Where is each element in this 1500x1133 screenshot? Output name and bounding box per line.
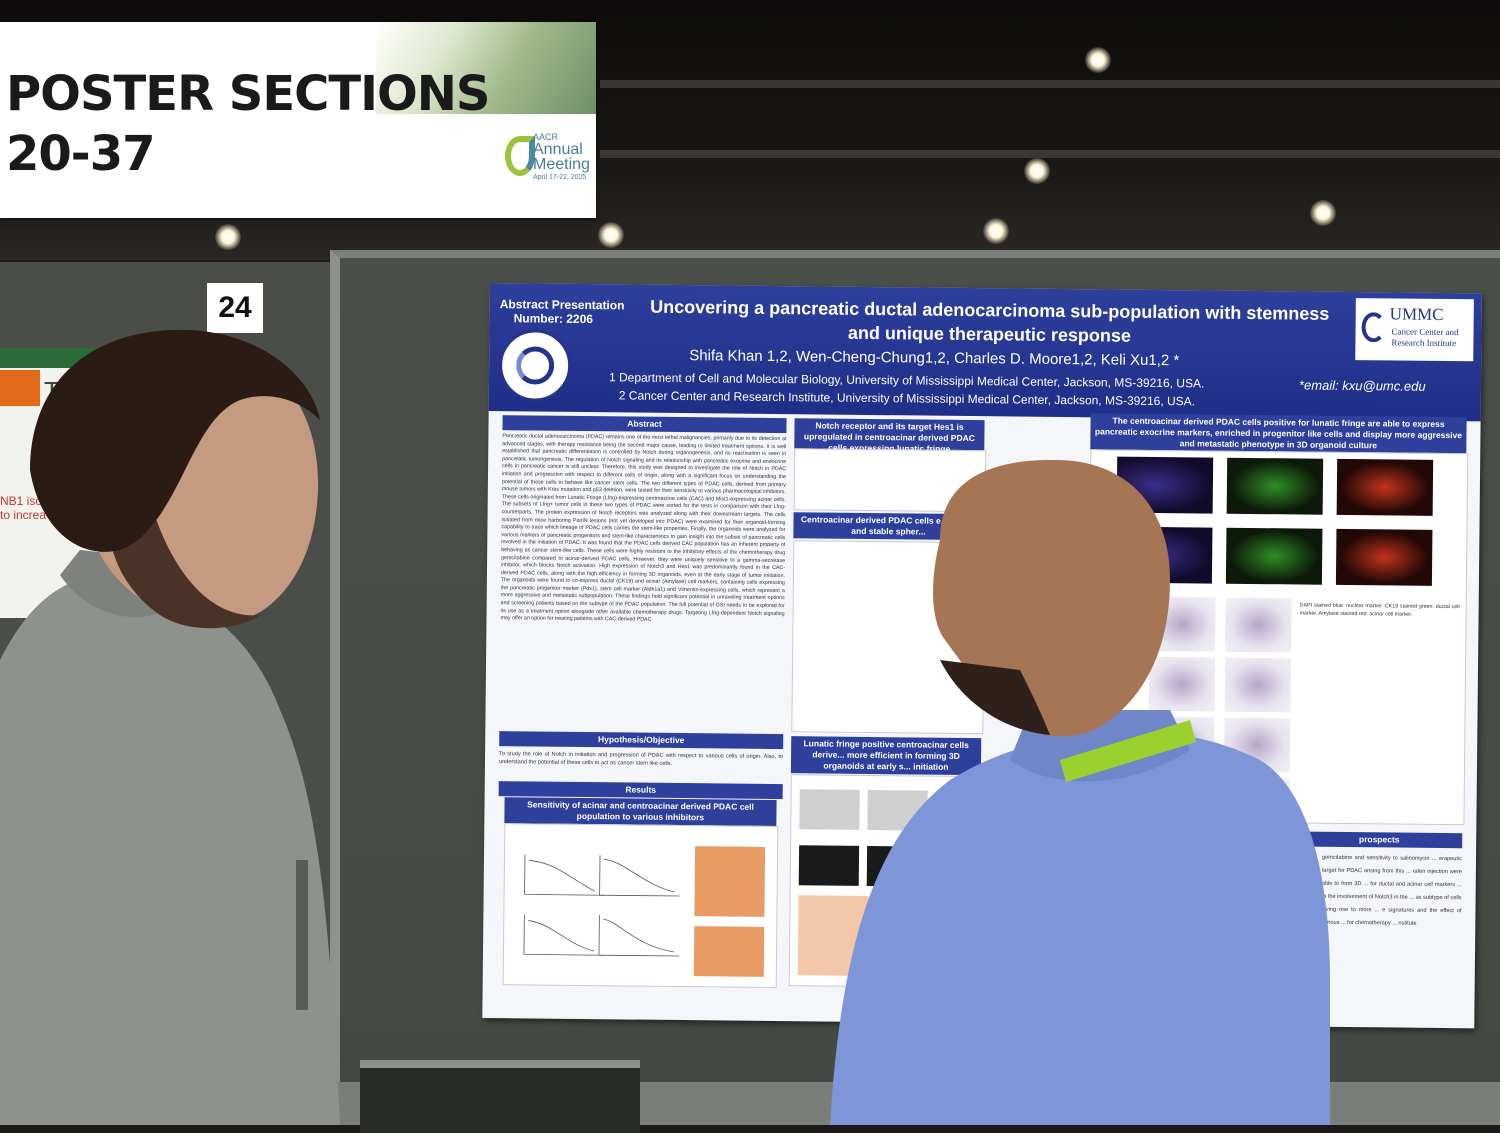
- affiliation-1: 1 Department of Cell and Molecular Biolo…: [608, 370, 1205, 391]
- poster-sections-banner: POSTER SECTIONS 20-37 AACR Annual Meetin…: [0, 22, 596, 218]
- dose-response-figure: [502, 823, 779, 989]
- contact-email: *email: kxu@umc.edu: [1298, 377, 1426, 394]
- abstract-heading: Abstract: [502, 415, 787, 434]
- aacr-logo-line2: Meeting: [533, 156, 590, 173]
- ummc-mark-icon: [1361, 312, 1386, 343]
- banner-photo: [376, 22, 596, 114]
- board-number: 24: [207, 283, 263, 333]
- poster-header: Abstract Presentation Number: 2206 Uncov…: [488, 283, 1482, 422]
- research-poster: Abstract Presentation Number: 2206 Uncov…: [482, 283, 1482, 1029]
- abstract-number: Number: 2206: [513, 311, 594, 327]
- aacr-logo-title: Annual Meeting: [533, 141, 590, 173]
- ceiling-light: [1310, 200, 1336, 226]
- micrograph: [1335, 528, 1433, 586]
- poster-authors: Shifa Khan 1,2, Wen-Cheng-Chung1,2, Char…: [689, 347, 1180, 370]
- ceiling-light: [598, 222, 624, 248]
- exocrine-markers-heading: The centroacinar derived PDAC cells posi…: [1090, 413, 1467, 455]
- curly-hair: [30, 330, 320, 552]
- beard: [110, 500, 260, 629]
- ceiling-light: [215, 224, 241, 250]
- aacr-logo-line1: Annual: [533, 141, 583, 158]
- results-heading: Results: [498, 781, 783, 800]
- neighbor-poster-band: [0, 348, 100, 368]
- ummc-logo: UMMC Cancer Center and Research Institut…: [1355, 298, 1474, 362]
- attendee-left: [0, 330, 340, 1125]
- aacr-swirl-icon: [505, 136, 535, 176]
- aacr-annual-meeting-logo: AACR Annual Meeting April 17-22, 2025: [505, 130, 593, 202]
- hypothesis-text: To study the role of Notch in initiation…: [498, 751, 784, 767]
- ummc-logo-text: UMMC: [1389, 304, 1444, 324]
- gray-polo-shirt: [0, 576, 340, 1125]
- ceiling-light: [1024, 158, 1050, 184]
- lanyard: [296, 860, 308, 1010]
- ummc-logo-sub2: Research Institute: [1391, 337, 1457, 349]
- ceiling-light: [1085, 47, 1111, 73]
- chair: [360, 1060, 640, 1133]
- sensitivity-heading: Sensitivity of acinar and centroacinar d…: [504, 797, 777, 827]
- affiliation-2: 2 Cancer Center and Research Institute, …: [618, 388, 1196, 409]
- neighbor-poster-logo: [0, 370, 40, 406]
- micrograph: [1336, 458, 1434, 516]
- banner-range: 20-37: [6, 126, 156, 182]
- ceiling-truss: [600, 80, 1500, 88]
- neighbor-poster-heading: NB1 isol to increa: [0, 494, 46, 522]
- ummc-logo-sub1: Cancer Center and: [1391, 326, 1459, 338]
- banner-title: POSTER SECTIONS: [6, 66, 490, 122]
- abstract-presentation: Abstract Presentation Number: 2206: [500, 297, 625, 326]
- neighbor-poster-text: NB1 isol: [0, 494, 45, 508]
- abstract-text: Pancreatic ductal adenocarcinoma (PDAC) …: [500, 433, 787, 623]
- neighbor-poster-text: to increa: [0, 508, 47, 522]
- blue-dress-shirt: [830, 731, 1330, 1125]
- lanyard: [1060, 720, 1196, 782]
- ceiling-light: [983, 218, 1009, 244]
- aacr-logo-dates: April 17-22, 2025: [533, 174, 587, 181]
- abstract-label: Abstract Presentation: [499, 297, 625, 313]
- beard: [940, 660, 1050, 735]
- attendee-right: [830, 460, 1330, 1125]
- hypothesis-heading: Hypothesis/Objective: [499, 731, 784, 750]
- ummc-logo-sub: Cancer Center and Research Institute: [1391, 326, 1458, 349]
- ceiling-truss: [600, 150, 1500, 158]
- aacr-logo-text: AACR: [533, 132, 559, 142]
- prospects-text: gemcitabine and sensitivity to salinomyc…: [1321, 854, 1463, 927]
- dose-response-curves: [523, 846, 766, 977]
- seal-icon: [515, 346, 555, 385]
- university-seal-logo: [498, 329, 572, 402]
- poster-title: Uncovering a pancreatic ductal adenocarc…: [629, 294, 1349, 350]
